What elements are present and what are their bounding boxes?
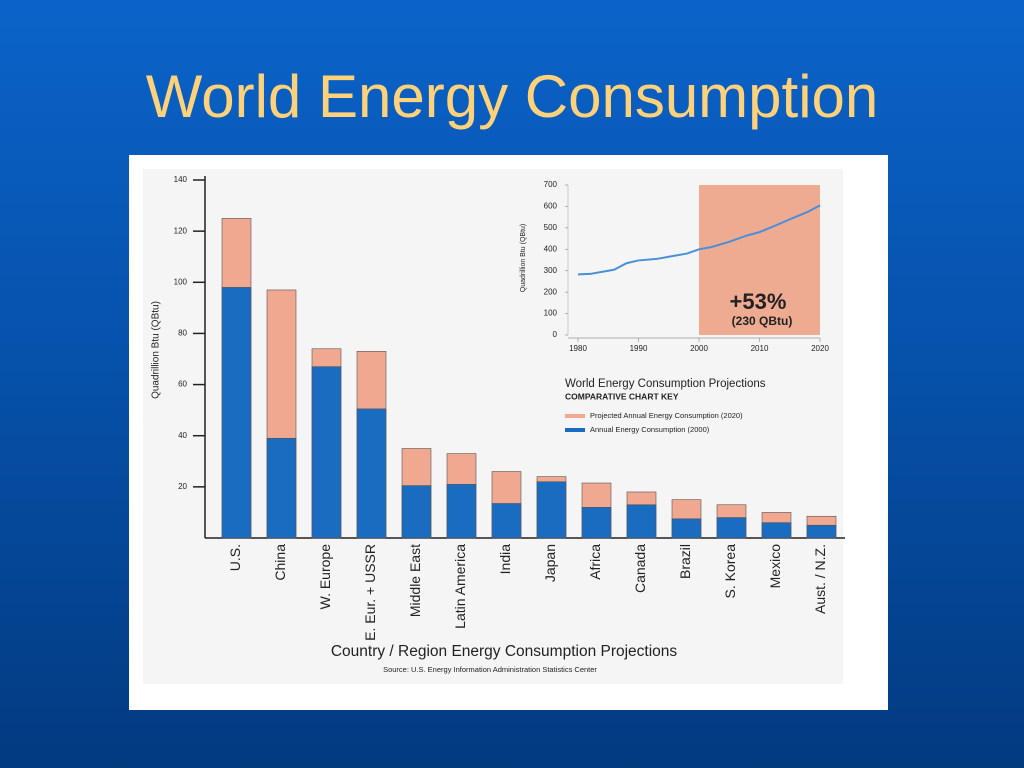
bar bbox=[806, 524, 837, 539]
x-tick-label: Africa bbox=[587, 544, 603, 580]
highlight-span bbox=[699, 185, 820, 335]
legend-subtitle: COMPARATIVE CHART KEY bbox=[565, 391, 679, 401]
x-tick-label: Middle East bbox=[407, 544, 423, 617]
x-tick-label: S. Korea bbox=[722, 544, 738, 599]
bar bbox=[626, 504, 657, 539]
y-tick-label: 300 bbox=[544, 266, 558, 275]
y-tick-label: 200 bbox=[544, 287, 558, 296]
x-tick-label: 2020 bbox=[811, 344, 829, 353]
legend-label: Annual Energy Consumption (2000) bbox=[590, 425, 710, 434]
y-tick-label: 500 bbox=[544, 223, 558, 232]
y-tick-label: 600 bbox=[544, 202, 558, 211]
y-tick-label: 120 bbox=[174, 226, 188, 235]
annotation: +53% bbox=[730, 289, 787, 314]
chart-title: Country / Region Energy Consumption Proj… bbox=[331, 643, 678, 660]
bar bbox=[311, 366, 342, 539]
y-tick-label: 80 bbox=[178, 329, 187, 338]
x-tick-label: W. Europe bbox=[317, 544, 333, 610]
legend-swatch bbox=[565, 428, 585, 432]
y-tick-label: 100 bbox=[544, 309, 558, 318]
legend-swatch bbox=[565, 414, 585, 418]
y-axis-title: Quadrillion Btu (QBtu) bbox=[151, 301, 162, 399]
bar bbox=[761, 522, 792, 539]
bar bbox=[581, 507, 612, 539]
x-tick-label: Mexico bbox=[767, 544, 783, 589]
x-tick-label: Latin America bbox=[452, 544, 468, 629]
bar bbox=[446, 483, 477, 539]
y-tick-label: 40 bbox=[178, 431, 187, 440]
y-tick-label: 100 bbox=[174, 277, 188, 286]
bar bbox=[716, 517, 747, 539]
legend-title: World Energy Consumption Projections bbox=[565, 378, 766, 390]
x-tick-label: Brazil bbox=[677, 544, 693, 579]
y-tick-label: 140 bbox=[174, 175, 188, 184]
x-tick-label: U.S. bbox=[227, 544, 243, 571]
x-tick-label: 1980 bbox=[569, 344, 587, 353]
bar bbox=[356, 408, 387, 539]
y-tick-label: 20 bbox=[178, 482, 187, 491]
x-tick-label: E. Eur. + USSR bbox=[362, 544, 378, 641]
bar bbox=[266, 437, 297, 539]
y-axis-title: Quadrillion Btu (QBtu) bbox=[520, 224, 527, 292]
bar bbox=[536, 481, 567, 539]
legend-label: Projected Annual Energy Consumption (202… bbox=[590, 411, 743, 420]
bar bbox=[221, 287, 252, 539]
line-series bbox=[577, 204, 821, 276]
x-tick-label: Japan bbox=[542, 544, 558, 582]
y-tick-label: 0 bbox=[553, 330, 558, 339]
x-tick-label: Canada bbox=[632, 544, 648, 593]
source-note: Source: U.S. Energy Information Administ… bbox=[383, 665, 597, 674]
x-tick-label: 2010 bbox=[751, 344, 769, 353]
bar bbox=[401, 485, 432, 539]
y-tick-label: 400 bbox=[544, 244, 558, 253]
x-tick-label: China bbox=[272, 544, 288, 581]
bar bbox=[671, 518, 702, 539]
x-tick-label: 1990 bbox=[630, 344, 648, 353]
bar bbox=[491, 503, 522, 539]
y-tick-label: 700 bbox=[544, 180, 558, 189]
slide-title: World Energy Consumption bbox=[145, 63, 879, 130]
x-tick-label: 2000 bbox=[690, 344, 708, 353]
y-tick-label: 60 bbox=[178, 380, 187, 389]
chart-panel: 20 40 60 80 100 120 140 Quadrillion Btu (QBtu) U… bbox=[129, 155, 888, 710]
x-tick-label: Aust. / N.Z. bbox=[812, 544, 828, 614]
x-tick-label: India bbox=[497, 544, 513, 575]
annotation: (230 QBtu) bbox=[732, 314, 793, 328]
